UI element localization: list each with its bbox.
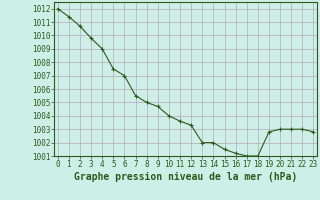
X-axis label: Graphe pression niveau de la mer (hPa): Graphe pression niveau de la mer (hPa) xyxy=(74,172,297,182)
